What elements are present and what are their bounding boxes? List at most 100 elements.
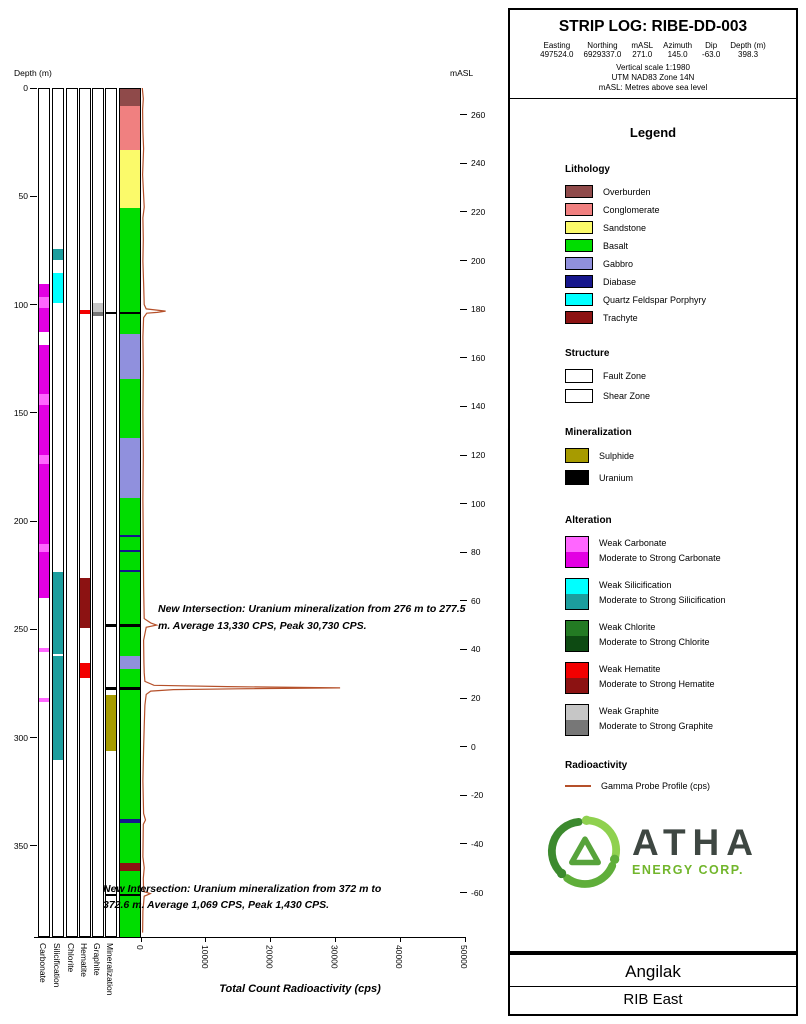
masl-tick — [460, 794, 467, 796]
alteration-section-title: Alteration — [565, 515, 612, 526]
depth-tick-label: 300 — [13, 732, 28, 743]
lith-conglomerate — [120, 106, 140, 150]
lith-basalt — [120, 576, 140, 624]
basalt-swatch — [565, 239, 593, 252]
atha-logo-icon — [547, 815, 621, 888]
masl-tick — [460, 648, 467, 650]
masl-tick — [460, 551, 467, 553]
masl-tick-label: 260 — [471, 109, 486, 120]
masl-tick — [460, 746, 467, 748]
interval-carbonate_weak — [39, 543, 49, 553]
alteration-labels: Weak Graphite Moderate to Strong Graphite — [599, 704, 713, 736]
depth-tick — [30, 304, 37, 306]
mineralization-items: Sulphide Uranium — [565, 448, 796, 485]
vertical-scale-note: Vertical scale 1:1980 — [616, 63, 690, 72]
cps-tick — [399, 936, 401, 942]
lith-uranium — [120, 686, 140, 690]
cps-tick — [205, 936, 207, 942]
strong-label: Moderate to Strong Silicification — [599, 595, 726, 605]
project-area: RIB East — [623, 990, 683, 1008]
weak-label: Weak Silicification — [599, 580, 672, 590]
coord-col: Easting 497524.0 — [535, 41, 578, 59]
coord-label: mASL — [631, 41, 654, 50]
uranium-swatch — [565, 470, 589, 485]
project-name: Angilak — [625, 961, 681, 981]
masl-tick-label: -40 — [471, 838, 484, 849]
masl-axis-title: mASL — [450, 68, 474, 78]
alteration-items: Weak Carbonate Moderate to Strong Carbona… — [565, 536, 796, 736]
legend-item-label: Uranium — [599, 472, 634, 483]
diabase-swatch — [565, 275, 593, 288]
strong-label: Moderate to Strong Hematite — [599, 679, 715, 689]
lithology-items: Overburden Conglomerate Sandstone Basalt Gab… — [565, 185, 796, 324]
track-label-hematite: Hematite — [79, 942, 89, 977]
legend-item: Overburden — [565, 185, 796, 198]
legend-item: Fault Zone — [565, 369, 796, 383]
track-label-carbonate: Carbonate — [38, 942, 48, 983]
interval-carbonate_weak — [39, 647, 49, 653]
lith-basalt — [120, 689, 140, 752]
cps-tick-label: 20000 — [264, 944, 275, 969]
coord-value: 271.0 — [632, 50, 653, 59]
interval-uranium — [106, 686, 116, 690]
gabbro-swatch — [565, 257, 593, 270]
legend-item: Weak Carbonate Moderate to Strong Carbona… — [565, 536, 796, 568]
depth-tick-label: 50 — [18, 191, 28, 202]
masl-tick — [460, 503, 467, 505]
coord-label: Easting — [543, 41, 571, 50]
masl-tick-label: -60 — [471, 887, 484, 898]
track-chlorite — [66, 88, 78, 937]
masl-tick-label: 180 — [471, 304, 486, 315]
weak-label: Weak Carbonate — [599, 538, 667, 548]
lith-basalt — [120, 426, 140, 438]
strong-swatch-half — [566, 594, 588, 609]
lith-gabbro — [120, 333, 140, 380]
interval-hematite_weak — [80, 662, 90, 679]
depth-tick — [30, 520, 37, 522]
masl-tick-label: 80 — [471, 547, 481, 558]
alteration-labels: Weak Silicification Moderate to Strong Si… — [599, 578, 726, 610]
strip-log-plot: Depth (m) mASL Total Count Radioactivity… — [13, 68, 486, 995]
lith-basalt — [120, 379, 140, 395]
masl-tick-label: 220 — [471, 206, 486, 217]
masl-tick-label: 240 — [471, 158, 486, 169]
lith-basalt — [120, 394, 140, 406]
depth-tick-label: 150 — [13, 407, 28, 418]
header-notes: Vertical scale 1:1980 UTM NAD83 Zone 14N… — [510, 63, 796, 92]
masl-tick — [460, 162, 467, 164]
cps-tick-label: 10000 — [199, 944, 210, 969]
interval-silicification_strong — [53, 571, 63, 655]
shear-zone-swatch — [565, 389, 593, 403]
lith-basalt — [120, 515, 140, 536]
cps-tick — [334, 936, 336, 942]
panel-header: STRIP LOG: RIBE-DD-003 Easting 497524.0 No… — [510, 10, 796, 99]
interval-carbonate_strong — [39, 405, 49, 455]
interval-carbonate_strong — [39, 552, 49, 598]
lith-basalt — [120, 669, 140, 687]
weak-swatch-half — [566, 537, 588, 552]
track-graphite — [92, 88, 104, 937]
depth-tick — [30, 845, 37, 847]
interval-carbonate_weak — [39, 296, 49, 308]
coord-value: 6929337.0 — [583, 50, 622, 59]
coord-col: Depth (m) 398.3 — [725, 41, 771, 59]
interval-graphite_strong — [93, 312, 103, 317]
strong-label: Moderate to Strong Carbonate — [599, 553, 721, 563]
legend-item-label: Quartz Feldspar Porphyry — [603, 294, 707, 305]
legend-item-label: Conglomerate — [603, 204, 660, 215]
masl-tick — [460, 600, 467, 602]
weak-swatch-half — [566, 621, 588, 636]
trachyte-swatch — [565, 311, 593, 324]
lith-basalt — [120, 870, 140, 895]
coord-col: mASL 271.0 — [626, 41, 658, 59]
lith-overburden — [120, 89, 140, 107]
masl-tick — [460, 308, 467, 310]
interval-uranium — [106, 894, 116, 897]
lithology-section-title: Lithology — [565, 164, 610, 175]
masl-tick-label: 60 — [471, 595, 481, 606]
legend-item-label: Basalt — [603, 240, 629, 251]
lith-basalt — [120, 227, 140, 258]
depth-tick — [30, 628, 37, 630]
strong-swatch-half — [566, 636, 588, 651]
legend-item: Conglomerate — [565, 203, 796, 216]
